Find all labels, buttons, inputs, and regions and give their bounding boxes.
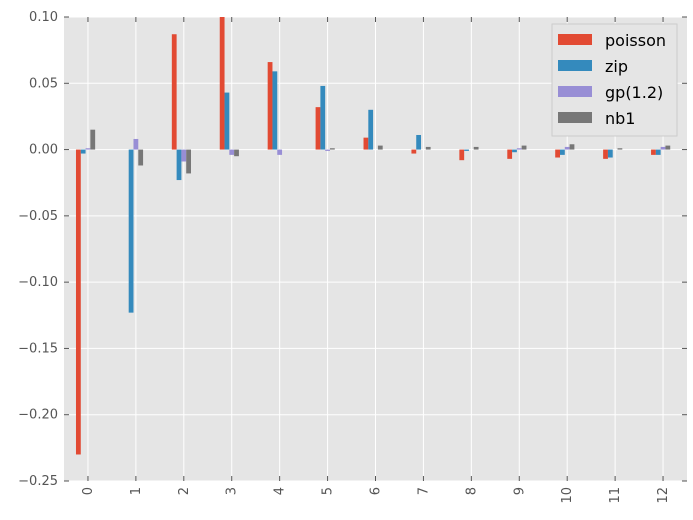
bar-zip-1	[128, 149, 134, 313]
bar-poisson-11	[603, 149, 608, 159]
bar-zip-7	[416, 134, 422, 150]
y-tick-label: −0.25	[18, 474, 58, 489]
x-axis-ticks: 0 1 2 3 4 5 6 7 8 9 10 11 12	[81, 17, 671, 504]
bar-nb1-6	[377, 145, 383, 150]
legend-swatch-gp	[558, 86, 592, 97]
x-tick-label: 5	[321, 487, 336, 495]
y-tick-label: 0.05	[29, 76, 58, 91]
x-tick-label: 10	[560, 487, 575, 504]
legend-swatch-nb1	[558, 112, 592, 123]
bar-nb1-8	[473, 146, 479, 150]
x-tick-label: 11	[608, 487, 623, 504]
bar-gp-1-2-1	[133, 138, 139, 150]
legend-swatch-zip	[558, 60, 592, 71]
bar-gp-1-2-2	[181, 149, 187, 162]
y-tick-label: 0.00	[29, 143, 58, 158]
legend-label-zip: zip	[605, 57, 628, 76]
bar-nb1-1	[138, 149, 144, 166]
bar-zip-8	[464, 149, 469, 151]
x-tick-label: 9	[512, 487, 527, 495]
bar-poisson-9	[507, 149, 513, 159]
bar-gp-1-2-0	[85, 148, 91, 150]
bar-poisson-4	[267, 62, 273, 150]
x-tick-label: 0	[81, 487, 96, 495]
bar-zip-12	[655, 149, 661, 155]
bar-poisson-2	[171, 34, 177, 150]
bar-poisson-10	[555, 149, 561, 158]
bar-poisson-8	[459, 149, 465, 161]
legend-swatch-poisson	[558, 34, 592, 45]
bar-gp-1-2-10	[564, 146, 570, 150]
y-tick-label: −0.05	[18, 209, 58, 224]
bar-nb1-5	[329, 148, 335, 150]
x-tick-label: 1	[129, 487, 144, 495]
bar-gp-1-2-9	[516, 148, 522, 150]
legend-label-poisson: poisson	[605, 31, 666, 50]
bar-zip-9	[512, 149, 517, 153]
bar-nb1-3	[234, 149, 239, 157]
y-tick-label: −0.20	[18, 408, 58, 423]
bar-nb1-2	[186, 149, 191, 174]
bar-zip-11	[607, 149, 613, 158]
bar-gp-1-2-3	[229, 149, 235, 155]
x-tick-label: 12	[656, 487, 671, 504]
x-tick-label: 8	[464, 487, 479, 495]
bar-poisson-0	[75, 149, 81, 455]
bar-poisson-7	[411, 149, 417, 154]
bar-zip-2	[176, 149, 182, 181]
bar-zip-3	[224, 92, 230, 150]
bar-poisson-5	[315, 107, 321, 150]
bar-nb1-0	[90, 129, 96, 150]
y-tick-label: −0.15	[18, 341, 58, 356]
legend-label-nb1: nb1	[605, 109, 635, 128]
bar-nb1-12	[665, 145, 671, 150]
bar-zip-5	[320, 85, 326, 150]
bars	[75, 17, 671, 455]
bar-gp-1-2-4	[277, 149, 283, 155]
x-tick-label: 4	[273, 487, 288, 495]
legend: poisson zip gp(1.2) nb1	[551, 23, 678, 137]
bar-nb1-11	[617, 148, 623, 150]
x-tick-label: 2	[177, 487, 192, 495]
bar-zip-0	[80, 149, 86, 154]
y-axis-ticks: 0.10 0.05 0.00 −0.05 −0.10 −0.15 −0.20 −0.25	[18, 10, 687, 489]
bar-poisson-6	[363, 137, 369, 150]
bar-gp-1-2-12	[660, 146, 666, 150]
bar-poisson-12	[651, 149, 656, 155]
x-tick-label: 3	[225, 487, 240, 495]
bar-zip-10	[560, 149, 565, 155]
bar-zip-6	[368, 109, 374, 150]
grid-lines	[64, 16, 687, 482]
bar-nb1-10	[569, 144, 575, 150]
bar-nb1-7	[425, 146, 431, 150]
bar-gp-1-2-5	[325, 149, 330, 151]
x-tick-label: 7	[416, 487, 431, 495]
x-tick-label: 6	[369, 487, 384, 495]
bar-poisson-3	[219, 17, 225, 150]
bar-nb1-9	[521, 145, 527, 150]
y-tick-label: 0.10	[29, 10, 58, 25]
y-tick-label: −0.10	[18, 275, 58, 290]
bar-zip-4	[272, 71, 278, 150]
legend-label-gp: gp(1.2)	[605, 83, 663, 102]
